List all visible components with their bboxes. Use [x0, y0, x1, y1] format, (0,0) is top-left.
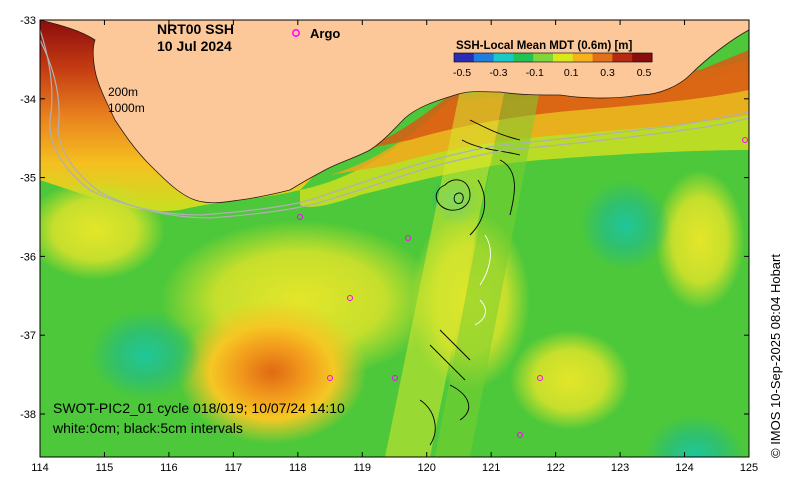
colorbar-tick-label: 0.1 [564, 67, 579, 79]
colorbar-tick-label: -0.5 [453, 67, 471, 79]
swath-contours-white [474, 234, 491, 326]
argo-floats [297, 137, 748, 438]
caption-line2: white:0cm; black:5cm intervals [52, 420, 243, 436]
y-tick-label: -37 [20, 330, 36, 342]
x-tick-label: 115 [96, 462, 114, 474]
colorbar-swatch [632, 53, 653, 62]
x-tick-label: 117 [225, 462, 243, 474]
x-tick-label: 119 [353, 462, 371, 474]
plot-area [40, 20, 749, 457]
argo-legend-label: Argo [310, 26, 340, 41]
x-tick-label: 125 [740, 462, 758, 474]
map-title-line2: 10 Jul 2024 [157, 38, 232, 54]
colorbar-title: SSH-Local Mean MDT (0.6m) [m] [456, 40, 633, 52]
x-tick-label: 124 [675, 462, 693, 474]
x-tick-label: 118 [289, 462, 307, 474]
y-tick-label: -36 [20, 251, 36, 263]
isobath-label-1000m: 1000m [108, 101, 145, 115]
isobath-lines [40, 29, 749, 219]
x-tick-label: 123 [611, 462, 629, 474]
isobath-label-200m: 200m [108, 85, 138, 99]
y-tick-label: -33 [20, 15, 36, 27]
colorbar-swatch [454, 53, 475, 62]
x-tick-label: 121 [482, 462, 500, 474]
y-axis: -33 -34 -35 -36 -37 -38 [20, 15, 749, 421]
colorbar-ticks: -0.5 -0.3 -0.1 0.1 0.3 0.5 [453, 67, 651, 79]
colorbar-swatch [592, 53, 613, 62]
colorbar-swatch [533, 53, 554, 62]
map-title-line1: NRT00 SSH [157, 21, 234, 37]
x-tick-label: 116 [160, 462, 178, 474]
colorbar-swatch [493, 53, 514, 62]
swath-contours-black [419, 119, 521, 446]
colorbar-swatch [572, 53, 594, 62]
y-tick-label: -35 [20, 173, 36, 185]
land-mass [40, 20, 749, 204]
colorbar-tick-label: 0.5 [637, 67, 652, 79]
colorbar [453, 52, 653, 63]
argo-legend-marker [292, 29, 300, 37]
colorbar-swatch [612, 53, 633, 62]
colorbar-swatch [513, 53, 534, 62]
caption-line1: SWOT-PIC2_01 cycle 018/019; 10/07/24 14:… [53, 400, 345, 416]
x-tick-label: 122 [546, 462, 564, 474]
colorbar-tick-label: -0.3 [489, 67, 507, 79]
x-tick-label: 120 [418, 462, 436, 474]
colorbar-tick-label: 0.3 [600, 67, 615, 79]
y-tick-label: -34 [20, 94, 36, 106]
x-axis: 114 115 116 117 118 119 120 121 122 123 124 125 [31, 20, 758, 474]
swot-swaths [385, 90, 540, 457]
colorbar-tick-label: -0.1 [526, 67, 544, 79]
warm-eddy [177, 300, 367, 444]
credit-text: © IMOS 10-Sep-2025 08:04 Hobart [768, 254, 783, 458]
x-tick-label: 114 [31, 462, 49, 474]
colorbar-swatch [553, 53, 574, 62]
y-tick-label: -38 [20, 409, 36, 421]
colorbar-swatch [473, 53, 495, 62]
colorbar-frame [453, 52, 653, 63]
plot-frame [39, 19, 750, 458]
